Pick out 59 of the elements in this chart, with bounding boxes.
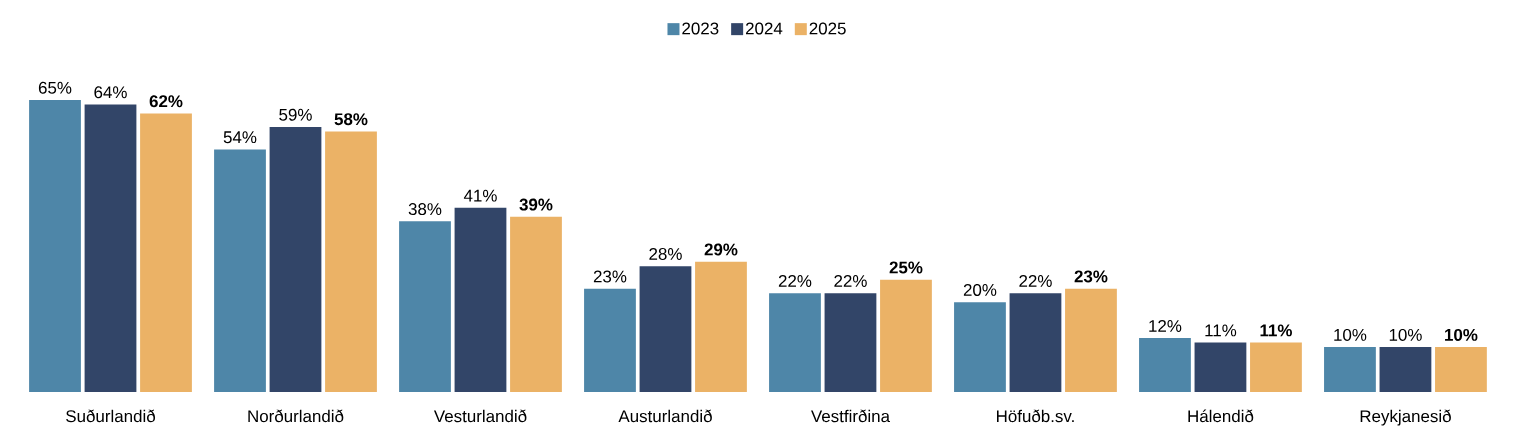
data-label: 12% <box>1149 319 1182 332</box>
bar <box>214 149 266 392</box>
x-tick-label: Höfuðb.sv. <box>997 409 1074 423</box>
bar <box>584 288 636 392</box>
data-label: 11% <box>1260 324 1292 337</box>
data-label: 28% <box>649 248 682 260</box>
data-label: 39% <box>519 198 553 211</box>
data-label: 10% <box>1445 328 1478 341</box>
bar <box>140 113 192 392</box>
bar <box>880 279 932 392</box>
bar <box>1009 293 1062 392</box>
bar <box>1139 338 1191 392</box>
bar <box>325 131 377 392</box>
x-tick-label: Norðurlandið <box>248 409 344 423</box>
bar <box>84 104 137 392</box>
bar <box>510 216 562 392</box>
data-label: 41% <box>463 189 497 202</box>
data-label: 54% <box>223 131 257 144</box>
bar <box>1379 347 1432 392</box>
bar <box>639 266 692 392</box>
data-label: 22% <box>1019 275 1052 287</box>
bar <box>1250 342 1302 392</box>
data-label: 58% <box>334 113 368 126</box>
bar <box>399 221 451 392</box>
bar <box>454 207 507 392</box>
data-label: 38% <box>408 203 442 216</box>
bar <box>1065 288 1117 392</box>
bar <box>954 302 1006 392</box>
data-label: 65% <box>38 81 72 94</box>
bar <box>1324 347 1376 392</box>
x-tick-label: Vestfirðina <box>811 409 891 423</box>
bar <box>1435 347 1487 392</box>
data-label: 22% <box>834 275 867 287</box>
data-label: 23% <box>593 270 627 283</box>
data-label: 11% <box>1205 324 1237 337</box>
bar <box>824 293 877 392</box>
x-tick-label: Hálendið <box>1188 409 1254 423</box>
x-tick-label: Austurlandið <box>618 409 712 423</box>
legend-label: 2023 <box>682 22 719 35</box>
data-label: 22% <box>778 275 812 287</box>
bar <box>29 99 81 392</box>
x-tick-label: Suðurlandið <box>66 409 156 423</box>
data-label: 23% <box>1074 270 1108 283</box>
data-label: 10% <box>1334 328 1367 341</box>
data-label: 25% <box>889 261 923 274</box>
data-label: 62% <box>149 95 183 108</box>
data-label: 10% <box>1389 328 1422 341</box>
legend-label: 2025 <box>809 22 846 35</box>
bar <box>695 261 747 392</box>
bar <box>1194 342 1247 392</box>
bar <box>269 126 322 392</box>
data-label: 59% <box>279 108 312 121</box>
data-label: 20% <box>963 283 997 296</box>
bar <box>769 293 821 392</box>
x-tick-label: Vesturlandið <box>433 409 527 423</box>
data-label: 64% <box>94 86 127 99</box>
x-tick-label: Reykjanesið <box>1360 409 1451 426</box>
data-label: 29% <box>704 243 738 256</box>
legend-label: 2024 <box>745 22 783 35</box>
